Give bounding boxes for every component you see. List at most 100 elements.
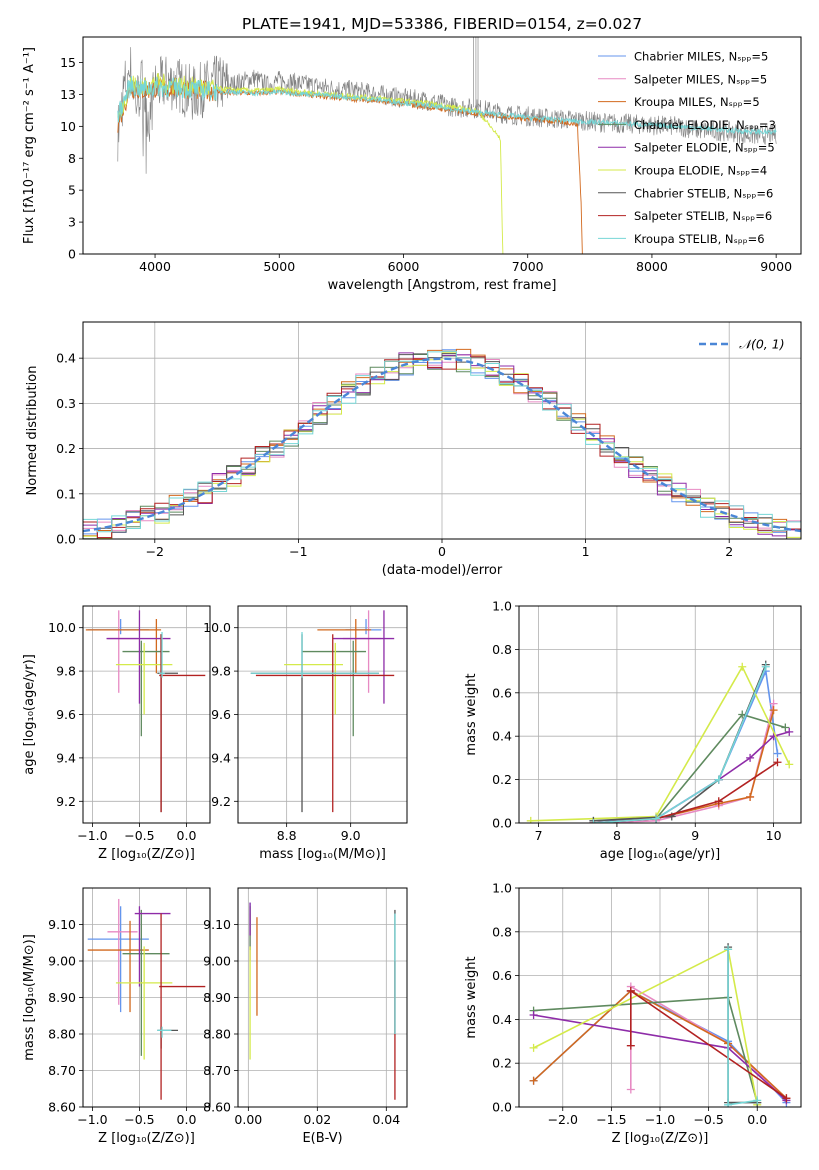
x-tick-label: −1.0	[77, 828, 107, 843]
y-tick-label: 9.10	[203, 917, 231, 932]
x-tick-label: 0.0	[177, 828, 197, 843]
y-tick-label: 0.8	[492, 642, 512, 657]
y-tick-label: 9.4	[56, 750, 76, 765]
y-axis-label: mass weight	[464, 673, 479, 755]
normal-distribution-curve	[83, 357, 801, 533]
y-tick-label: 0.6	[492, 685, 512, 700]
mass-weight-marker	[782, 1094, 791, 1103]
mass-weight-marker	[781, 723, 790, 732]
mass-weight-marker	[529, 1011, 538, 1020]
y-axis-label: age [log₁₀(age/yr)]	[22, 654, 37, 775]
x-tick-label: 1	[582, 544, 590, 559]
y-axis-label: mass [log₁₀(M/M⊙)]	[22, 934, 37, 1061]
mass-weight-marker	[626, 1085, 635, 1094]
residual-histogram-series	[83, 350, 801, 533]
x-tick-label: −1.0	[77, 1112, 107, 1127]
y-tick-label: 0.2	[492, 772, 512, 787]
mass-weight-marker	[714, 775, 723, 784]
residual-histogram-series	[83, 352, 801, 539]
y-tick-label: 1.0	[492, 599, 512, 614]
y-axis-label: mass weight	[464, 956, 479, 1038]
legend-label: Kroupa STELIB, Nₛₚₚ=6	[634, 232, 765, 246]
y-tick-label: 0.1	[56, 486, 76, 501]
y-tick-label: 9.8	[56, 664, 76, 679]
y-axis-label: Flux [fλ10⁻¹⁷ erg cm⁻² s⁻¹ A⁻¹]	[22, 47, 37, 244]
model-spectrum-line	[117, 76, 777, 136]
mass-weight-series-line	[593, 664, 767, 822]
x-axis-label: (data-model)/error	[382, 563, 503, 578]
x-tick-label: 5000	[263, 259, 295, 274]
age-vs-mass-panel: 8.8 9.0 9.2 9.4 9.6 9.8 10.0 mass [log₁₀(M/M⊙)]	[203, 605, 408, 862]
x-axis-label: wavelength [Angstrom, rest frame]	[328, 278, 557, 293]
mass-weight-marker	[724, 1100, 733, 1107]
x-tick-label: 7000	[512, 259, 544, 274]
mass-weight-series-line	[593, 666, 767, 823]
massweight-vs-metallicity-panel: −2.0 −1.5 −1.0 −0.5 0.0 0.0 0.2 0.4 0.6 0.8 1.0 Z […	[464, 881, 802, 1146]
plot-area	[529, 943, 791, 1107]
plot-area	[117, 37, 777, 254]
mass-weight-series-line	[533, 948, 758, 1105]
x-tick-label: 0.0	[177, 1112, 197, 1127]
y-tick-label: 8.70	[48, 1063, 76, 1078]
figure-title: PLATE=1941, MJD=53386, FIBERID=0154, z=0…	[242, 15, 642, 33]
mass-weight-marker	[626, 1041, 635, 1050]
mass-weight-marker	[785, 760, 794, 769]
y-tick-label: 9.4	[211, 750, 231, 765]
mass-weight-marker	[773, 749, 782, 758]
x-tick-label: 0.0	[747, 1112, 767, 1127]
y-tick-label: 0.8	[492, 924, 512, 939]
y-tick-label: 8.70	[203, 1063, 231, 1078]
mass-weight-series-line	[593, 709, 775, 823]
x-tick-label: 0	[438, 544, 446, 559]
massweight-vs-age-panel: 7 8 9 10 0.0 0.2 0.4 0.6 0.8 1.0 age [log₁₀(age/yr…	[464, 599, 802, 862]
y-tick-label: 8	[68, 151, 76, 166]
mass-weight-marker	[738, 662, 747, 671]
y-tick-label: 10.0	[203, 620, 231, 635]
x-tick-label: 0.04	[372, 1112, 400, 1127]
y-tick-label: 8.60	[203, 1100, 231, 1115]
y-tick-label: 0.0	[492, 816, 512, 831]
legend-label: Chabrier ELODIE, Nₛₚₚ=3	[634, 118, 776, 132]
y-tick-label: 8.90	[203, 990, 231, 1005]
axes-frame	[518, 605, 802, 824]
mass-weight-marker	[785, 727, 794, 736]
x-tick-label: 9	[691, 828, 699, 843]
x-tick-label: 9000	[760, 259, 792, 274]
mass-weight-marker	[652, 814, 661, 823]
y-axis-label: Normed distribution	[25, 366, 40, 496]
mass-weight-series-line	[593, 703, 775, 823]
mass-weight-series-line	[533, 989, 787, 1099]
spectrum-panel: 4000 5000 6000 7000 8000 9000 0 3 5 8 10 13 15 wavele…	[22, 36, 802, 293]
residual-histogram-series	[83, 348, 801, 539]
x-tick-label: −1.0	[645, 1112, 675, 1127]
mass-weight-marker	[773, 758, 782, 767]
x-tick-label: 6000	[388, 259, 420, 274]
x-tick-label: 4000	[139, 259, 171, 274]
y-tick-label: 9.00	[48, 954, 76, 969]
mass-weight-marker	[529, 1076, 538, 1085]
legend-label: Salpeter STELIB, Nₛₚₚ=6	[634, 209, 772, 223]
x-axis-label: age [log₁₀(age/yr)]	[600, 847, 721, 862]
legend-label: Chabrier STELIB, Nₛₚₚ=6	[634, 186, 773, 200]
x-axis-label: Z [log₁₀(Z/Z⊙)]	[98, 847, 195, 862]
x-tick-label: −0.5	[124, 1112, 154, 1127]
legend-label: Kroupa MILES, Nₛₚₚ=5	[634, 95, 760, 109]
model-spectrum-line	[117, 72, 504, 254]
y-tick-label: 9.2	[211, 794, 231, 809]
x-tick-label: 8	[613, 828, 621, 843]
x-tick-label: −2	[146, 544, 164, 559]
residual-histogram-panel: −2 −1 0 1 2 0.0 0.1 0.2 0.3 0.4 (data-model)/error…	[25, 321, 802, 578]
mass-weight-marker	[626, 986, 635, 995]
x-axis-label: mass [log₁₀(M/M⊙)]	[259, 847, 386, 862]
x-tick-label: −0.5	[693, 1112, 723, 1127]
x-tick-label: 9.0	[341, 828, 361, 843]
y-tick-label: 0.2	[56, 441, 76, 456]
y-tick-label: 9.00	[203, 954, 231, 969]
age-vs-metallicity-panel: −1.0 −0.5 0.0 9.2 9.4 9.6 9.8 10.0 Z [log₁₀(Z/Z⊙…	[22, 605, 211, 862]
mass-weight-marker	[746, 792, 755, 801]
plot-area	[85, 610, 206, 813]
x-tick-label: −0.5	[124, 828, 154, 843]
mass-weight-marker	[589, 819, 598, 823]
y-tick-label: 1.0	[492, 881, 512, 896]
